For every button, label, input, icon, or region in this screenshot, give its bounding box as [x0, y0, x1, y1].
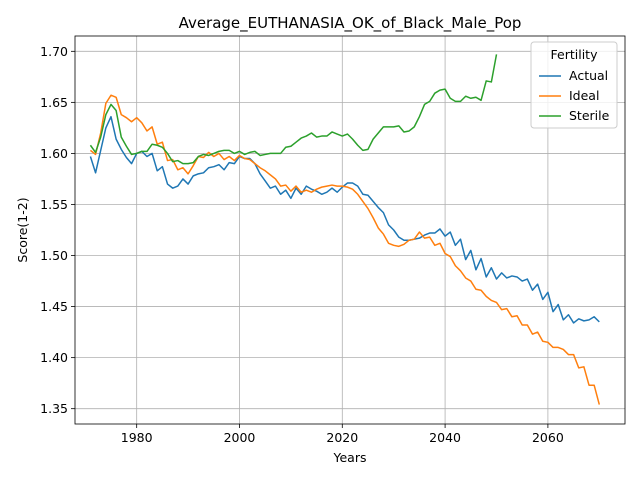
y-tick-label: 1.45 [40, 299, 68, 314]
chart-title: Average_EUTHANASIA_OK_of_Black_Male_Pop [179, 14, 522, 33]
legend-label-sterile: Sterile [569, 108, 610, 123]
plot-area-frame [74, 35, 626, 425]
series-lines [89, 54, 601, 405]
legend-title: Fertility [551, 47, 599, 62]
legend: Fertility Actual Ideal Sterile [530, 41, 618, 129]
y-axis-label: Score(1-2) [15, 197, 30, 262]
grid-lines [75, 36, 625, 424]
legend-box [530, 41, 618, 129]
series-line-actual [89, 115, 600, 324]
legend-label-actual: Actual [569, 68, 608, 83]
y-tick-label: 1.35 [40, 401, 68, 416]
y-tick-label: 1.65 [40, 95, 68, 110]
y-tick-label: 1.70 [40, 44, 68, 59]
x-tick-label: 2000 [224, 430, 256, 445]
y-tick-label: 1.40 [40, 350, 68, 365]
series-line-ideal [89, 94, 601, 405]
x-tick-label: 2060 [532, 430, 564, 445]
x-axis-label: Years [333, 450, 367, 465]
legend-label-ideal: Ideal [569, 88, 599, 103]
series-line-sterile [89, 54, 498, 165]
y-axis-ticks: 1.35 1.40 1.45 1.50 1.55 1.60 1.65 1.70 [40, 44, 75, 416]
y-tick-label: 1.60 [40, 146, 68, 161]
y-tick-label: 1.50 [40, 248, 68, 263]
y-tick-label: 1.55 [40, 197, 68, 212]
x-tick-label: 1980 [121, 430, 153, 445]
x-tick-label: 2040 [429, 430, 461, 445]
x-axis-ticks: 1980 2000 2020 2040 2060 [121, 424, 564, 445]
x-tick-label: 2020 [326, 430, 358, 445]
